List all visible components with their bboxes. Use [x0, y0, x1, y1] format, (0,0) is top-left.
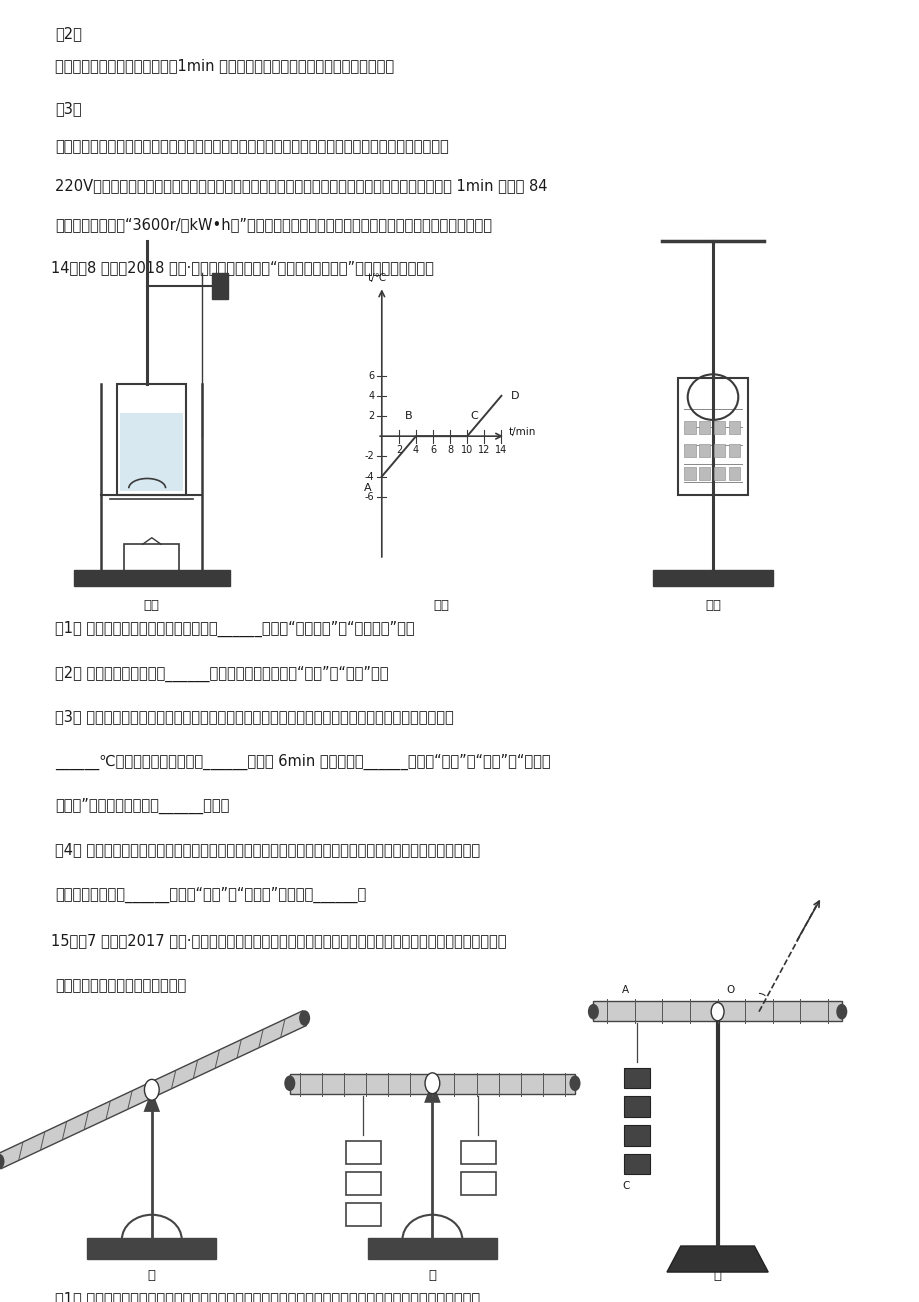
Bar — [623, 1096, 649, 1117]
Text: 完成上述计算后，芳芳还想用电能表验证电热壶标的额定功率是否准确，经测量，她家电路中的电压是: 完成上述计算后，芳芳还想用电能表验证电热壶标的额定功率是否准确，经测量，她家电路… — [55, 139, 448, 155]
Text: （4） 另一同学把冰放入如图丙所示的烧杯中，并未用酒精灯加热，冰也熳化了，于是他认为冰熳化不需要吸: （4） 另一同学把冰放入如图丙所示的烧杯中，并未用酒精灯加热，冰也熳化了，于是他… — [55, 842, 480, 858]
Bar — [368, 1238, 496, 1259]
Bar — [728, 444, 739, 457]
Bar — [119, 413, 183, 491]
Text: A: A — [364, 483, 371, 493]
Text: （2） 实验时应该选择颗粒______的冰块进行实验（选填“较大”或“较小”）。: （2） 实验时应该选择颗粒______的冰块进行实验（选填“较大”或“较小”）。 — [55, 665, 389, 681]
Circle shape — [284, 1075, 295, 1091]
Bar — [211, 273, 228, 299]
Text: O: O — [726, 984, 734, 995]
Text: 10: 10 — [460, 445, 473, 456]
Bar — [728, 421, 739, 434]
Text: D: D — [510, 391, 518, 401]
Circle shape — [0, 1154, 5, 1169]
Text: （1） 该实验装置中各部分的安装顺序是______（选填“自上而下”或“自下而上”）。: （1） 该实验装置中各部分的安装顺序是______（选填“自上而下”或“自下而上… — [55, 621, 414, 637]
Text: C: C — [621, 1181, 629, 1191]
Bar — [713, 444, 724, 457]
Text: 14: 14 — [494, 445, 507, 456]
Text: C: C — [471, 410, 478, 421]
Bar — [87, 1238, 216, 1259]
Bar — [117, 384, 186, 495]
Bar — [677, 378, 747, 495]
Text: （1） 如图甲所示，实验前，将杠杆中点置于支架上，杠杆在不挂钉码时，为使杠杆在水平位置平衡，应将右: （1） 如图甲所示，实验前，将杠杆中点置于支架上，杠杆在不挂钉码时，为使杠杆在水… — [55, 1292, 480, 1302]
Bar — [74, 570, 230, 586]
Bar — [346, 1172, 380, 1195]
Bar — [593, 1001, 841, 1021]
Text: 图甲: 图甲 — [143, 599, 160, 612]
Text: 4: 4 — [368, 391, 374, 401]
Text: t/℃: t/℃ — [368, 273, 386, 284]
Circle shape — [569, 1075, 580, 1091]
Polygon shape — [143, 1090, 160, 1112]
Polygon shape — [0, 1010, 306, 1169]
Text: 甲: 甲 — [148, 1269, 155, 1282]
Text: 电热壶正常工作时电阵不变，求1min 内电热壶产生的热量（电能全部转化为内能）: 电热壶正常工作时电阵不变，求1min 内电热壶产生的热量（电能全部转化为内能） — [55, 59, 394, 74]
Text: 图乙: 图乙 — [433, 599, 449, 612]
Text: t/min: t/min — [508, 427, 536, 437]
Text: 4: 4 — [413, 445, 418, 456]
Circle shape — [587, 1004, 598, 1019]
Text: 收热量，他的想法______（选填“正确”或“不正确”），因为______。: 收热量，他的想法______（选填“正确”或“不正确”），因为______。 — [55, 887, 366, 902]
Text: -2: -2 — [364, 452, 374, 461]
Bar — [623, 1154, 649, 1174]
Text: （3）: （3） — [55, 102, 82, 117]
Bar — [684, 421, 695, 434]
Text: 8: 8 — [447, 445, 453, 456]
Text: 丙: 丙 — [713, 1269, 720, 1282]
Bar — [623, 1068, 649, 1088]
Circle shape — [425, 1073, 439, 1094]
Bar — [713, 467, 724, 480]
Circle shape — [299, 1010, 310, 1026]
Bar — [698, 421, 709, 434]
Text: -6: -6 — [365, 492, 374, 501]
Bar — [346, 1203, 380, 1226]
Bar — [460, 1172, 495, 1195]
Text: 2: 2 — [368, 411, 374, 421]
Text: 12: 12 — [478, 445, 490, 456]
Bar — [124, 544, 179, 577]
Text: 圈，电能表上标有“3600r/（kW•h）”．请你通过计算，判断电热壶的名牌中标的额定功率是否准确．: 圈，电能表上标有“3600r/（kW•h）”．请你通过计算，判断电热壶的名牌中标… — [55, 217, 492, 233]
Text: （3） 小明根据实验数据作出冰加热时温度随时间变化的图象如图乙所示，分析图象可知，冰的熳点是: （3） 小明根据实验数据作出冰加热时温度随时间变化的图象如图乙所示，分析图象可知… — [55, 710, 453, 725]
Bar — [460, 1141, 495, 1164]
Text: -4: -4 — [365, 471, 374, 482]
Text: 挂上钉码来探究杠杆的平衡条件．: 挂上钉码来探究杠杆的平衡条件． — [55, 978, 187, 993]
Bar — [289, 1074, 574, 1094]
Bar — [623, 1125, 649, 1146]
Text: 2: 2 — [395, 445, 402, 456]
Text: A: A — [621, 984, 629, 995]
Polygon shape — [666, 1246, 767, 1272]
Text: 图丙: 图丙 — [704, 599, 720, 612]
Bar — [728, 467, 739, 480]
Text: 15．（7 分）（2017 九下·东台开学考）物理实验小组的同学，利用如图所示的装置，在杠杆支点的两边分别: 15．（7 分）（2017 九下·东台开学考）物理实验小组的同学，利用如图所示的… — [51, 934, 505, 949]
Bar — [684, 444, 695, 457]
Bar — [346, 1141, 380, 1164]
Circle shape — [835, 1004, 846, 1019]
Bar — [698, 467, 709, 480]
Text: 220V．她将家中其它的用电器全部断开，把声势壶装上水后单独接入电路中，芳芳观察到电能表在 1min 内转了 84: 220V．她将家中其它的用电器全部断开，把声势壶装上水后单独接入电路中，芳芳观察… — [55, 178, 547, 194]
Circle shape — [710, 1003, 723, 1021]
Text: 6: 6 — [368, 371, 374, 380]
Bar — [698, 444, 709, 457]
Polygon shape — [424, 1081, 440, 1103]
Circle shape — [144, 1079, 159, 1100]
Bar — [713, 421, 724, 434]
Text: ______℃，其熳化过程的特点是______，在第 6min 该物质处于______（选填“固态”、“液态”或“固液共: ______℃，其熳化过程的特点是______，在第 6min 该物质处于___… — [55, 754, 550, 769]
Text: （2）: （2） — [55, 26, 82, 42]
Bar — [684, 467, 695, 480]
Bar — [652, 570, 772, 586]
Text: B: B — [404, 410, 412, 421]
Text: 6: 6 — [429, 445, 436, 456]
Text: 14．（8 分）（2018 八上·江门期中）如图甲是“探究冰的熳化特点”实验的装置示意图．: 14．（8 分）（2018 八上·江门期中）如图甲是“探究冰的熳化特点”实验的装… — [51, 260, 433, 276]
Text: 存状态”），熳化过程用了______分钟。: 存状态”），熳化过程用了______分钟。 — [55, 798, 230, 814]
Text: 乙: 乙 — [428, 1269, 436, 1282]
